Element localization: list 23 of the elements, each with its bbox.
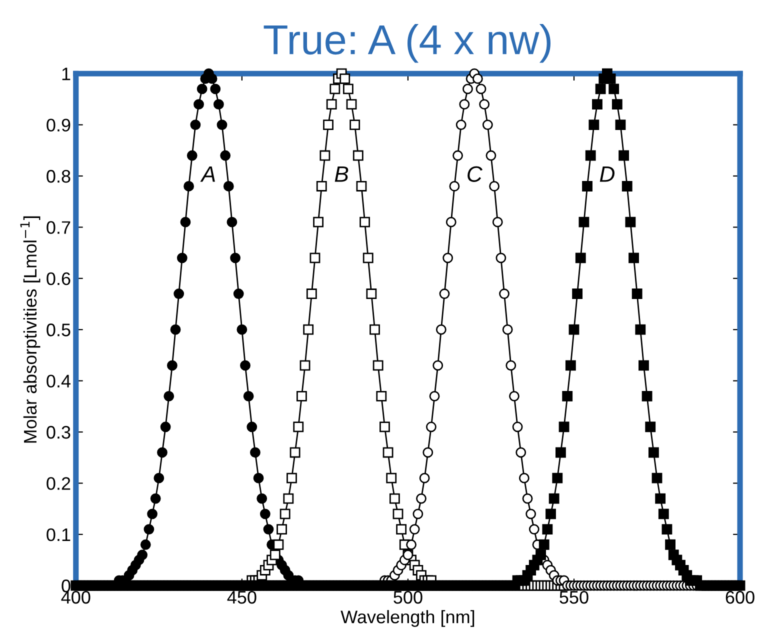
x-tick-label: 500 bbox=[394, 590, 422, 604]
y-tick-label: 0.1 bbox=[46, 528, 70, 542]
annotation: A bbox=[200, 166, 215, 182]
annotation: C bbox=[468, 166, 483, 182]
y-axis-title: Molar absorptivities [Lmol$^{−1}$] bbox=[20, 216, 40, 443]
y-tick-label: 0.3 bbox=[46, 426, 70, 439]
y-tick-label: 0.6 bbox=[46, 272, 70, 286]
y-tick-label: 0 bbox=[62, 580, 70, 592]
x-tick-label: 600 bbox=[726, 590, 754, 604]
y-tick-label: 0.9 bbox=[46, 118, 70, 132]
y-tick-label: 0.4 bbox=[46, 374, 71, 388]
x-axis-title: Wavelength [nm] bbox=[340, 610, 474, 627]
y-tick-label: 0.5 bbox=[46, 324, 70, 336]
x-tick-label: 450 bbox=[227, 590, 256, 604]
y-tick-label: 0.2 bbox=[46, 477, 70, 490]
x-tick-label: 400 bbox=[61, 590, 90, 604]
annotation: D bbox=[600, 166, 615, 182]
y-tick-label: 0.8 bbox=[46, 170, 70, 183]
chart-title: True: A (4 x nw) bbox=[264, 24, 550, 63]
x-tick-label: 550 bbox=[560, 590, 588, 604]
y-tick-label: 1 bbox=[62, 68, 70, 80]
y-tick-label: 0.7 bbox=[46, 221, 70, 234]
annotation: B bbox=[334, 166, 348, 182]
